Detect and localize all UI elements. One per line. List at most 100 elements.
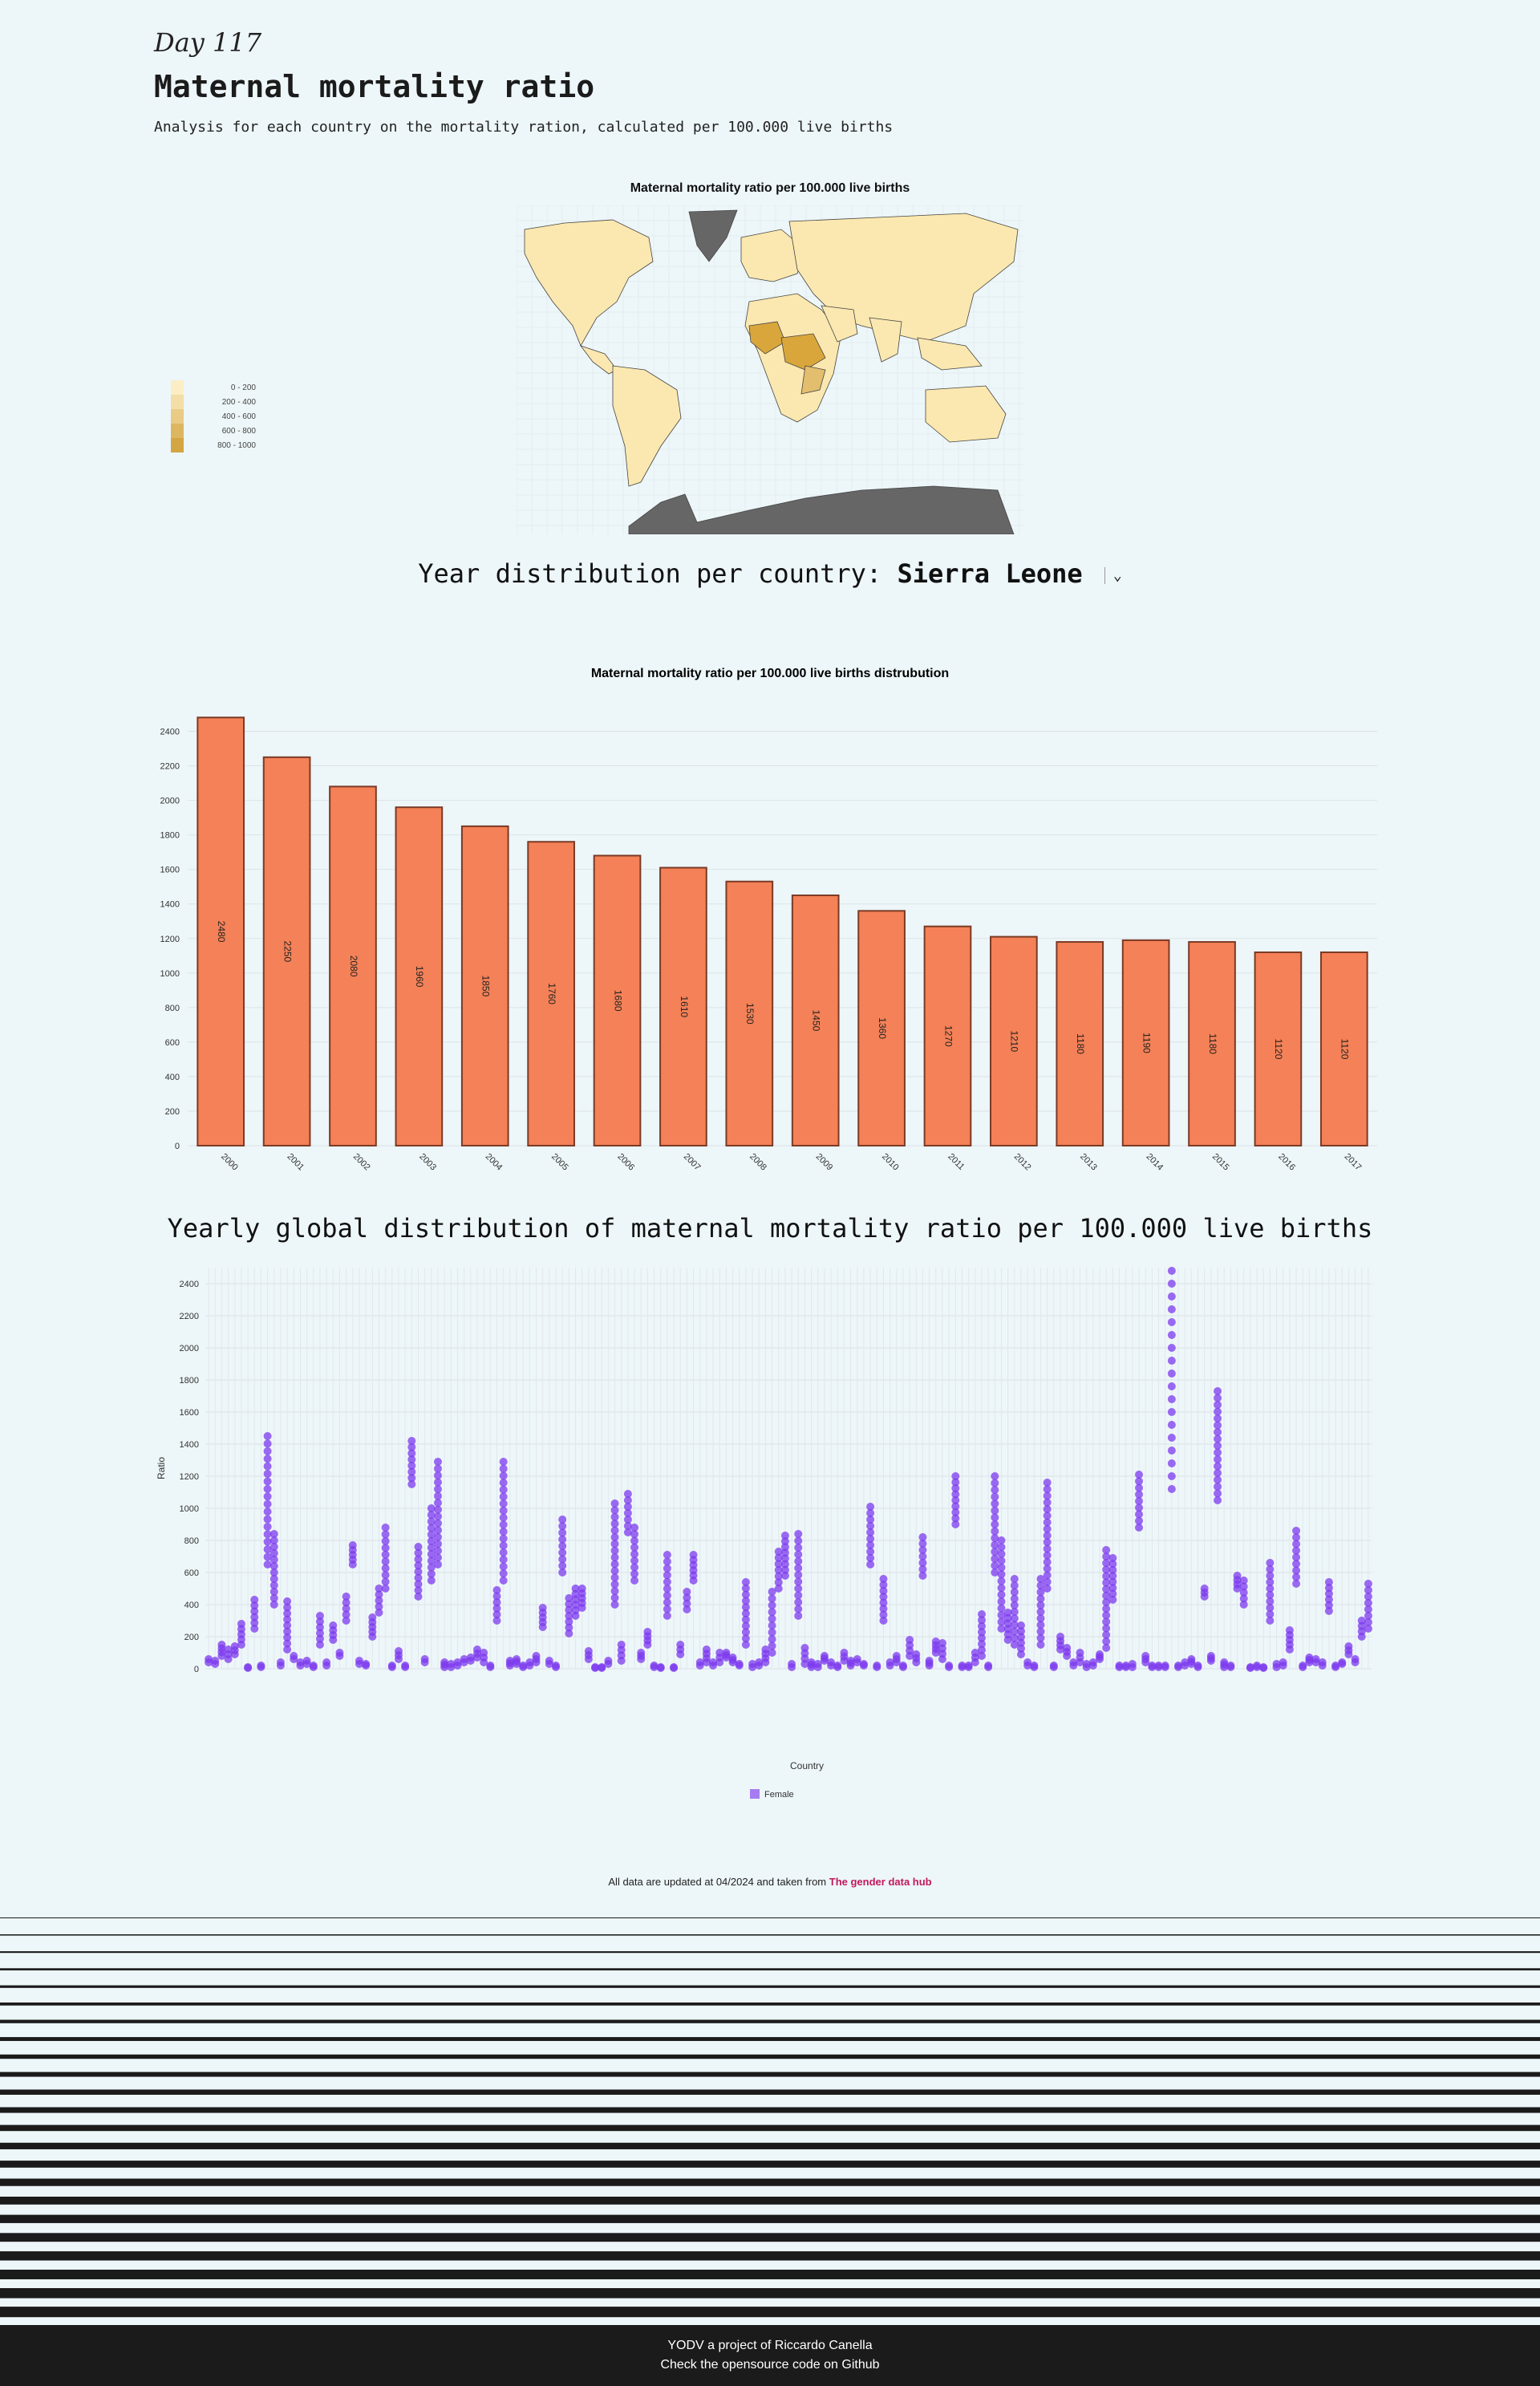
map-region-south-america[interactable] <box>612 365 682 487</box>
scatter-point[interactable] <box>1016 1633 1025 1641</box>
scatter-point[interactable] <box>1167 1485 1176 1493</box>
scatter-point[interactable] <box>1167 1421 1176 1429</box>
scatter-point[interactable] <box>1324 1601 1333 1609</box>
scatter-point[interactable] <box>1266 1585 1275 1593</box>
scatter-point[interactable] <box>610 1499 619 1507</box>
scatter-point[interactable] <box>977 1652 986 1660</box>
scatter-point[interactable] <box>610 1512 619 1521</box>
scatter-point[interactable] <box>1010 1608 1019 1616</box>
scatter-point[interactable] <box>630 1530 639 1539</box>
scatter-point[interactable] <box>1299 1662 1307 1670</box>
scatter-point[interactable] <box>1135 1471 1144 1479</box>
footer-github-link[interactable]: Check the opensource code on Github <box>660 2358 880 2372</box>
scatter-point[interactable] <box>610 1580 619 1589</box>
scatter-point[interactable] <box>879 1598 888 1607</box>
scatter-point[interactable] <box>997 1576 1006 1585</box>
scatter-point[interactable] <box>768 1614 776 1623</box>
scatter-point[interactable] <box>1167 1331 1176 1339</box>
scatter-point[interactable] <box>866 1522 875 1530</box>
scatter-point[interactable] <box>1010 1641 1019 1649</box>
scatter-point[interactable] <box>519 1662 528 1670</box>
scatter-point[interactable] <box>741 1597 750 1605</box>
scatter-point[interactable] <box>1214 1483 1222 1491</box>
choropleth-map[interactable] <box>516 205 1023 535</box>
scatter-point[interactable] <box>977 1621 986 1630</box>
scatter-point[interactable] <box>492 1610 501 1619</box>
scatter-point[interactable] <box>1167 1370 1176 1378</box>
scatter-point[interactable] <box>768 1621 776 1630</box>
scatter-point[interactable] <box>571 1585 580 1593</box>
scatter-point[interactable] <box>1364 1593 1372 1601</box>
scatter-point[interactable] <box>991 1506 999 1515</box>
scatter-point[interactable] <box>433 1546 442 1555</box>
scatter-point[interactable] <box>375 1585 383 1593</box>
bar-2015[interactable] <box>1188 941 1236 1146</box>
scatter-point[interactable] <box>794 1536 803 1545</box>
scatter-point[interactable] <box>794 1605 803 1613</box>
scatter-point[interactable] <box>610 1587 619 1596</box>
scatter-point[interactable] <box>1096 1650 1104 1658</box>
scatter-point[interactable] <box>630 1569 639 1578</box>
scatter-point[interactable] <box>433 1512 442 1521</box>
scatter-point[interactable] <box>565 1605 573 1614</box>
scatter-point[interactable] <box>1161 1662 1169 1670</box>
scatter-point[interactable] <box>1010 1627 1019 1636</box>
map-region-east-africa-mid[interactable] <box>800 365 826 395</box>
scatter-point[interactable] <box>768 1628 776 1637</box>
scatter-point[interactable] <box>997 1563 1006 1572</box>
scatter-point[interactable] <box>486 1662 495 1670</box>
scatter-point[interactable] <box>780 1565 789 1574</box>
scatter-point[interactable] <box>663 1577 671 1586</box>
scatter-point[interactable] <box>1324 1607 1333 1615</box>
scatter-point[interactable] <box>558 1535 567 1544</box>
scatter-point[interactable] <box>283 1621 292 1629</box>
scatter-point[interactable] <box>263 1537 272 1546</box>
scatter-point[interactable] <box>1246 1663 1254 1671</box>
scatter-point[interactable] <box>433 1553 442 1562</box>
scatter-point[interactable] <box>997 1617 1006 1626</box>
scatter-point[interactable] <box>794 1598 803 1606</box>
scatter-point[interactable] <box>342 1617 351 1625</box>
scatter-point[interactable] <box>951 1484 960 1492</box>
scatter-point[interactable] <box>780 1537 789 1546</box>
scatter-point[interactable] <box>414 1580 423 1589</box>
scatter-point[interactable] <box>1364 1599 1372 1607</box>
scatter-point[interactable] <box>866 1516 875 1524</box>
scatter-point[interactable] <box>951 1490 960 1499</box>
scatter-point[interactable] <box>866 1503 875 1511</box>
scatter-point[interactable] <box>866 1554 875 1562</box>
scatter-point[interactable] <box>918 1565 927 1573</box>
scatter-point[interactable] <box>656 1663 665 1671</box>
scatter-point[interactable] <box>1043 1479 1052 1487</box>
scatter-point[interactable] <box>741 1578 750 1586</box>
scatter-point[interactable] <box>591 1663 600 1671</box>
scatter-point[interactable] <box>794 1564 803 1572</box>
scatter-point[interactable] <box>427 1536 436 1545</box>
scatter-point[interactable] <box>879 1581 888 1589</box>
scatter-point[interactable] <box>630 1556 639 1565</box>
scatter-point[interactable] <box>1010 1621 1019 1629</box>
scatter-point[interactable] <box>1043 1558 1052 1566</box>
scatter-point[interactable] <box>1016 1627 1025 1636</box>
scatter-point[interactable] <box>1324 1584 1333 1593</box>
scatter-point[interactable] <box>1292 1566 1301 1575</box>
scatter-point[interactable] <box>1108 1554 1117 1562</box>
scatter-point[interactable] <box>794 1530 803 1538</box>
scatter-point[interactable] <box>342 1610 351 1619</box>
scatter-point[interactable] <box>1135 1490 1144 1499</box>
scatter-point[interactable] <box>1292 1580 1301 1588</box>
scatter-point[interactable] <box>991 1486 999 1495</box>
scatter-point[interactable] <box>1331 1662 1340 1670</box>
scatter-point[interactable] <box>879 1593 888 1601</box>
scatter-point[interactable] <box>1102 1637 1111 1645</box>
scatter-point[interactable] <box>918 1552 927 1560</box>
scatter-point[interactable] <box>1214 1428 1222 1436</box>
scatter-point[interactable] <box>997 1556 1006 1565</box>
scatter-point[interactable] <box>1043 1512 1052 1520</box>
scatter-point[interactable] <box>1043 1532 1052 1540</box>
scatter-point[interactable] <box>499 1471 508 1480</box>
scatter-point[interactable] <box>263 1470 272 1479</box>
scatter-point[interactable] <box>1036 1627 1045 1636</box>
scatter-point[interactable] <box>1167 1280 1176 1288</box>
scatter-point[interactable] <box>1036 1641 1045 1649</box>
